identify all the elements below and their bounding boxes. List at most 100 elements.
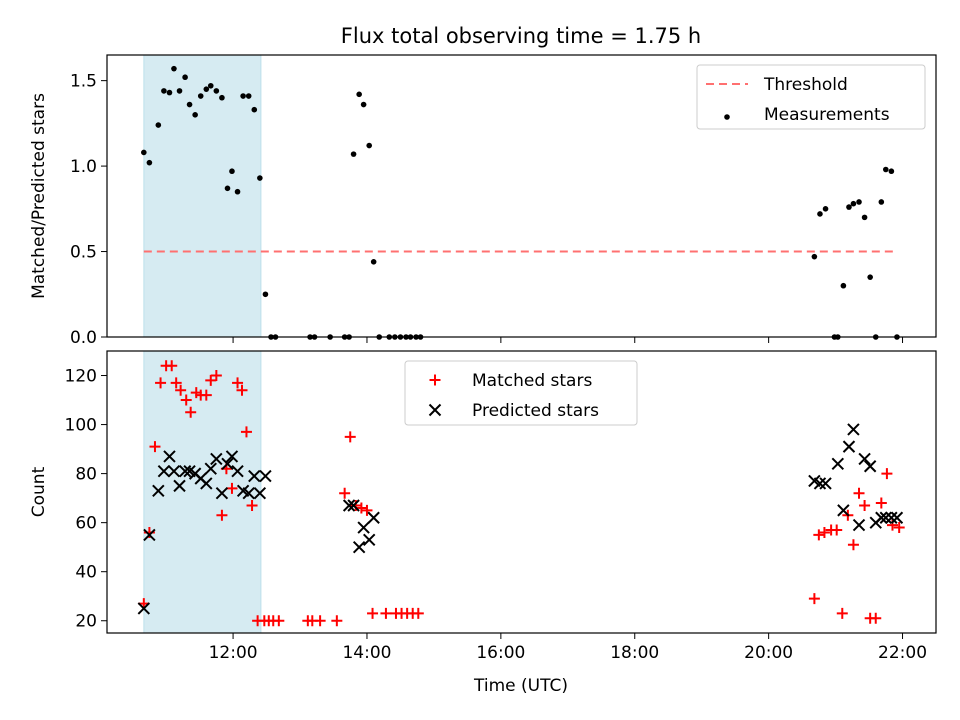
measurement-point [360,101,367,108]
predicted-star-point [231,464,244,478]
measurement-point [176,88,183,94]
y-tick-label: 60 [75,514,97,534]
legend-box [404,360,638,426]
predicted-star-point [362,533,376,547]
legend-box [696,64,926,130]
x-tick-label: 22:00 [878,643,927,663]
measurement-point [245,93,252,99]
predicted-star-point [875,511,888,524]
measurement-point [846,204,852,210]
predicted-star-point [890,511,904,524]
measurement-point [207,82,214,89]
matched-star-point [155,377,167,389]
matched-star-point [216,509,228,521]
measurement-point [161,88,167,94]
predicted-star-point [819,477,832,490]
y-tick-label: 100 [65,416,97,436]
axes-frame [106,54,937,338]
measurement-point [840,282,847,289]
matched-star-point [246,499,258,511]
highlight-span [143,54,262,338]
matched-star-point [166,360,178,372]
measurement-point [186,101,193,108]
measurement-point [262,291,269,298]
predicted-star-point [178,464,192,478]
measurement-point [166,89,173,96]
measurement-point [229,168,235,175]
predicted-star-point [167,464,181,478]
measurement-point [822,206,829,212]
predicted-star-point [163,450,176,463]
y-tick-label: 0.5 [70,243,97,263]
predicted-star-point [879,511,892,524]
legend-predicted-swatch [428,403,442,417]
measurement-point [856,199,862,205]
predicted-star-point [352,540,366,554]
matched-star-point [170,377,182,389]
measurement-point [882,166,889,173]
measurement-point [141,149,147,156]
matched-star-point [350,499,362,511]
chart-title: Flux total observing time = 1.75 h [341,24,701,48]
matched-star-point [185,406,197,418]
y-tick-label: 80 [75,465,97,485]
y-axis-label: Count [29,466,49,517]
matched-star-point [831,524,843,536]
matched-star-point [808,593,820,605]
matched-star-point [355,502,367,514]
predicted-star-point [852,518,866,532]
matched-star-point [236,384,248,396]
measurement-point [213,88,220,94]
measurement-point [234,188,241,195]
legend-label: Predicted stars [472,401,599,421]
measurement-point [240,93,246,99]
matched-star-point [339,487,351,499]
matched-star-point [875,497,887,509]
matched-star-point [344,431,356,443]
predicted-star-point [152,484,165,497]
top-panel: 0.0 0.5 1.0 1.5 Matched/Predicted stars Thres… [29,54,937,348]
matched-star-point [240,426,252,438]
measurement-point [155,122,162,128]
matched-star-point [836,607,848,619]
predicted-star-point [137,602,151,615]
predicted-star-point [259,469,272,483]
predicted-star-point [342,499,356,512]
predicted-star-point [831,457,845,471]
measurement-point [366,142,373,149]
matched-star-point [870,612,882,624]
x-tick-label: 18:00 [610,643,659,663]
matched-star-point [881,468,893,480]
measurement-point [182,74,188,81]
predicted-star-point [221,457,234,471]
matched-star-point [210,370,222,382]
x-tick-label: 14:00 [342,643,391,663]
matched-star-point [205,374,217,386]
matched-star-point [367,607,379,619]
predicted-star-point [253,487,267,500]
matched-star-point [232,377,244,389]
legend-label: Measurements [764,105,890,125]
x-tick-label: 12:00 [209,643,258,663]
matched-star-point [200,389,212,401]
matched-star-point [331,615,343,627]
matched-star-point [412,607,424,619]
predicted-star-point [173,479,186,493]
measurement-point [850,200,857,207]
measurement-point [867,274,873,280]
matched-star-point [175,384,187,396]
matched-star-point [893,522,905,534]
y-tick-label: 40 [75,563,97,583]
measurement-point [350,151,357,157]
predicted-star-point [143,528,156,542]
predicted-star-point [837,504,850,517]
y-tick-label: 120 [65,367,97,387]
matched-star-point [149,441,161,453]
measurement-point [192,112,198,118]
predicted-star-point [885,511,898,524]
matched-star-point [853,487,865,499]
predicted-star-point [248,469,261,483]
predicted-star-point [357,521,370,534]
measurement-point [197,93,204,99]
